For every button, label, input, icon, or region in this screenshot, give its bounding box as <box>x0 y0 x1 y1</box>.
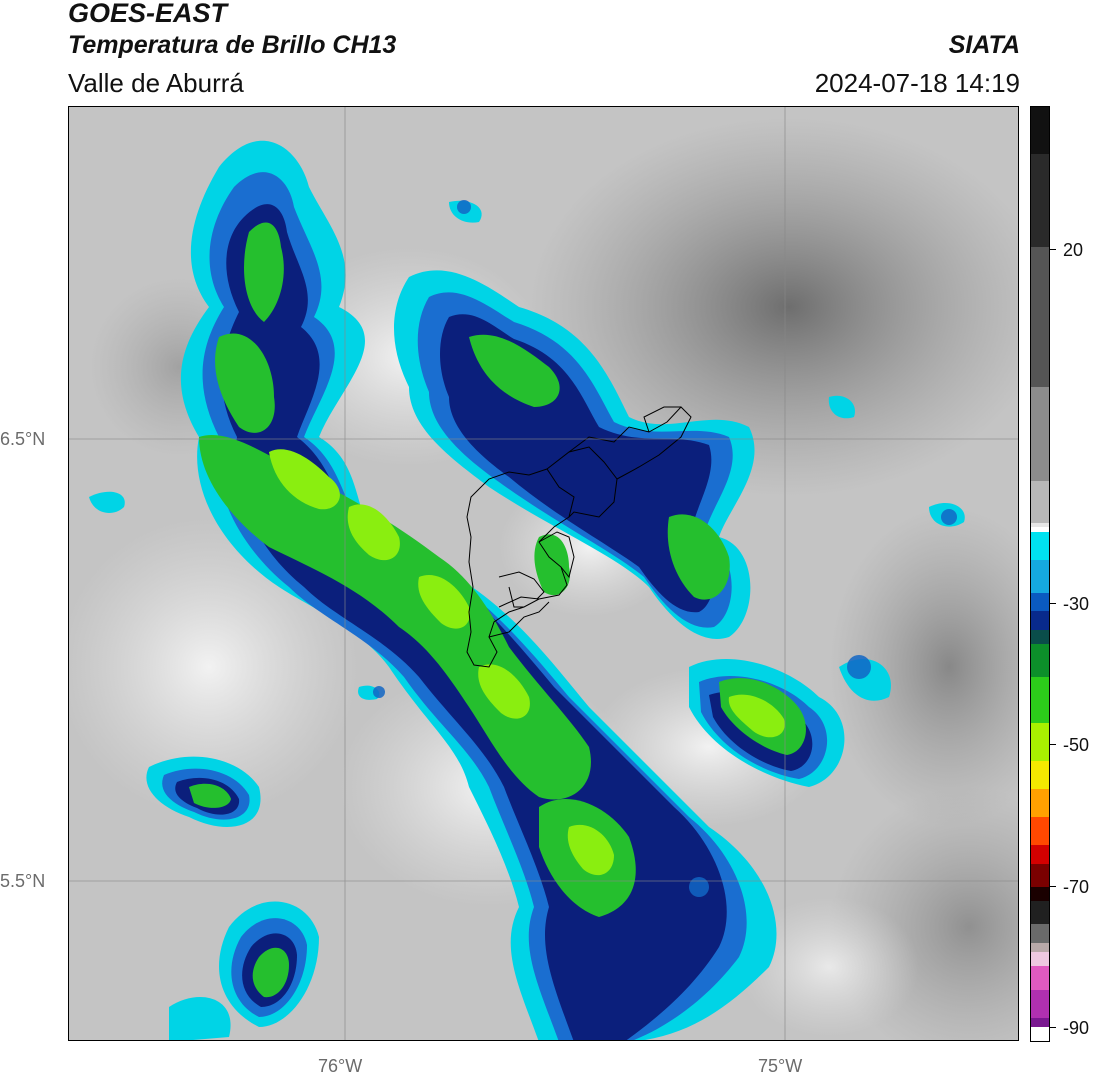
colorbar-band <box>1031 943 1049 952</box>
colorbar-band <box>1031 611 1049 630</box>
colorbar-band <box>1031 387 1049 481</box>
colorbar-band <box>1031 723 1049 761</box>
isolated-cells <box>373 200 957 897</box>
colorbar-label-neg50: -50 <box>1063 735 1090 755</box>
graticule <box>69 107 1018 1040</box>
colorbar-band <box>1031 817 1049 845</box>
colorbar-tick <box>1050 744 1056 745</box>
colorbar-band <box>1031 924 1049 943</box>
organization-label: SIATA <box>948 31 1020 59</box>
colorbar-tick <box>1050 603 1056 604</box>
colorbar-band <box>1031 990 1049 1018</box>
colorbar-band <box>1031 154 1049 247</box>
colorbar-band <box>1031 901 1049 924</box>
lon-label-75w: 75°W <box>758 1056 803 1076</box>
colorbar <box>1030 106 1050 1042</box>
satellite-map[interactable] <box>68 106 1019 1041</box>
lon-label-76w: 76°W <box>318 1056 363 1076</box>
colorbar-tick <box>1050 1027 1056 1028</box>
lat-label-6-5: 6.5°N <box>0 429 46 449</box>
brightness-temperature-image <box>69 107 1018 1040</box>
colorbar-band <box>1031 1018 1049 1027</box>
colorbar-band <box>1031 966 1049 990</box>
product-title: Temperatura de Brillo CH13 <box>68 31 397 59</box>
colorbar-band <box>1031 107 1049 154</box>
aburra-valley-boundaries <box>466 406 692 668</box>
colorbar-band <box>1031 247 1049 387</box>
colorbar-band <box>1031 560 1049 593</box>
colorbar-band <box>1031 864 1049 887</box>
colorbar-band <box>1031 481 1049 523</box>
colorbar-band <box>1031 789 1049 817</box>
colorbar-band <box>1031 523 1049 527</box>
lat-label-5-5: 5.5°N <box>0 871 46 891</box>
colorbar-band <box>1031 1027 1049 1041</box>
colorbar-band <box>1031 952 1049 966</box>
colorbar-band <box>1031 527 1049 532</box>
colorbar-tick <box>1050 886 1056 887</box>
colorbar-band <box>1031 593 1049 611</box>
colorbar-label-neg30: -30 <box>1063 594 1090 614</box>
region-subtitle: Valle de Aburrá <box>68 68 244 98</box>
cloud-tops-lime <box>269 449 785 876</box>
colorbar-label-20: 20 <box>1063 240 1084 260</box>
colorbar-band <box>1031 630 1049 644</box>
datetime-label: 2024-07-18 14:19 <box>814 68 1020 98</box>
colorbar-band <box>1031 845 1049 864</box>
colorbar-band <box>1031 887 1049 901</box>
colorbar-label-neg70: -70 <box>1063 877 1090 897</box>
colorbar-band <box>1031 761 1049 789</box>
colorbar-band <box>1031 677 1049 723</box>
colorbar-label-neg90: -90 <box>1063 1018 1090 1038</box>
colorbar-band <box>1031 644 1049 677</box>
satellite-title: GOES-EAST <box>68 0 228 28</box>
colorbar-tick <box>1050 249 1056 250</box>
colorbar-band <box>1031 532 1049 560</box>
